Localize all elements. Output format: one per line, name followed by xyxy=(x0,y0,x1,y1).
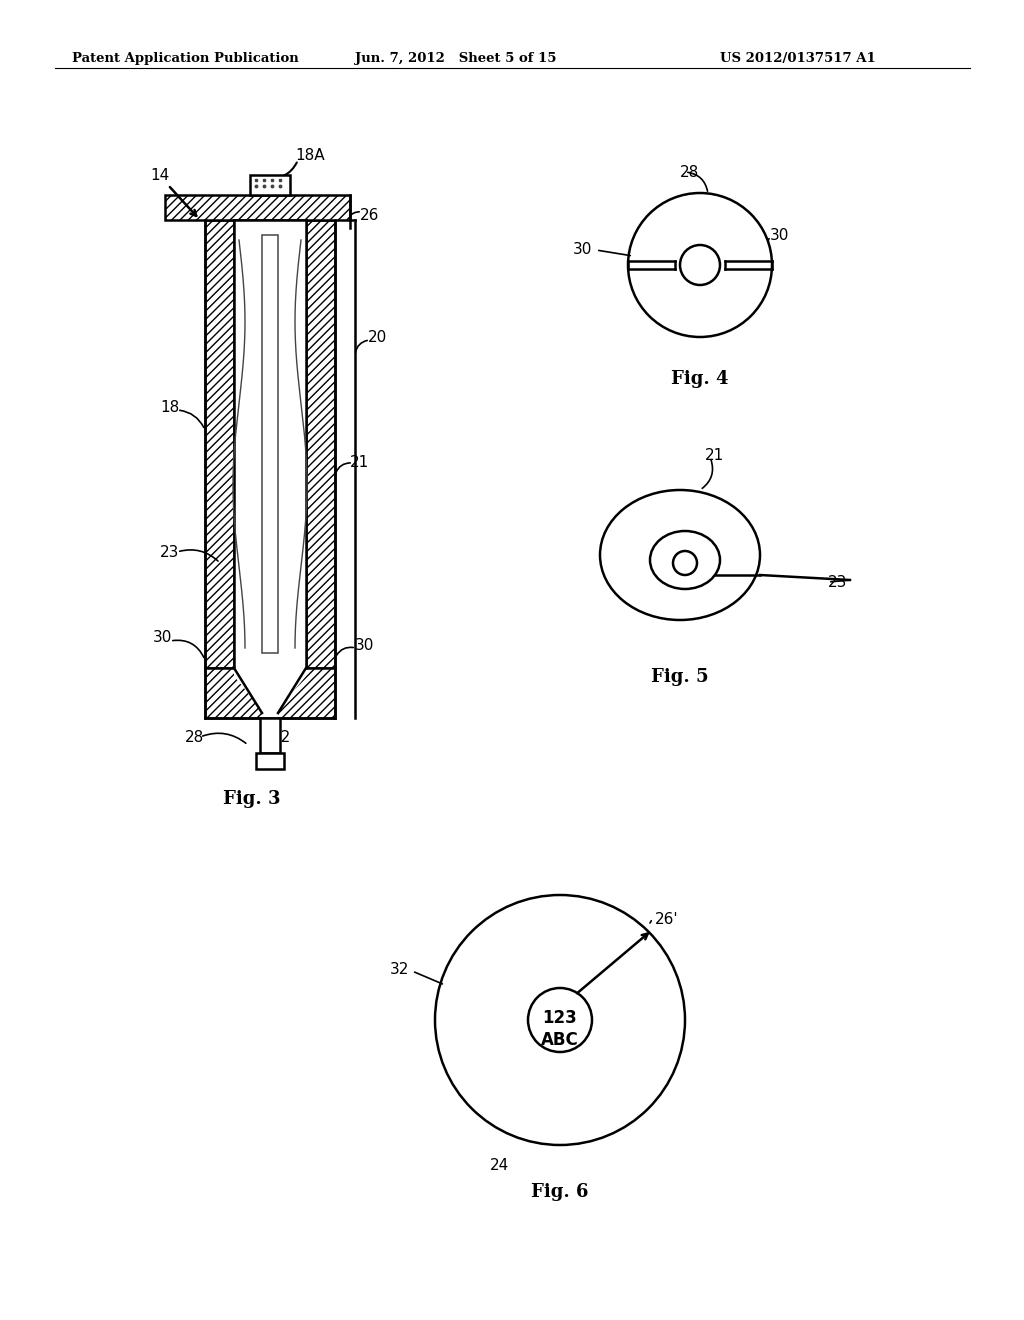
Text: 23: 23 xyxy=(160,545,179,560)
Text: 123: 123 xyxy=(543,1008,578,1027)
Bar xyxy=(306,220,335,668)
Text: 28: 28 xyxy=(185,730,204,744)
Text: 30: 30 xyxy=(153,630,172,645)
Text: 18: 18 xyxy=(160,400,179,414)
Text: ABC: ABC xyxy=(541,1031,579,1049)
Text: US 2012/0137517 A1: US 2012/0137517 A1 xyxy=(720,51,876,65)
Text: 24: 24 xyxy=(490,1158,509,1173)
Text: Patent Application Publication: Patent Application Publication xyxy=(72,51,299,65)
Text: Jun. 7, 2012   Sheet 5 of 15: Jun. 7, 2012 Sheet 5 of 15 xyxy=(355,51,556,65)
Text: Fig. 4: Fig. 4 xyxy=(672,370,729,388)
Text: 20: 20 xyxy=(368,330,387,345)
Text: 26': 26' xyxy=(655,912,679,927)
Text: 21: 21 xyxy=(350,455,370,470)
Bar xyxy=(165,195,350,220)
Text: 21: 21 xyxy=(705,447,724,463)
Text: 22: 22 xyxy=(272,730,291,744)
Text: 18A: 18A xyxy=(295,148,325,162)
Text: Fig. 3: Fig. 3 xyxy=(223,789,281,808)
Text: 30: 30 xyxy=(573,242,592,257)
Bar xyxy=(234,220,306,668)
Text: 30: 30 xyxy=(355,638,375,653)
Bar xyxy=(250,176,290,195)
Text: Fig. 6: Fig. 6 xyxy=(531,1183,589,1201)
Polygon shape xyxy=(234,668,306,718)
Bar xyxy=(205,220,234,668)
Text: Fig. 5: Fig. 5 xyxy=(651,668,709,686)
Text: 26: 26 xyxy=(360,209,379,223)
Text: 30: 30 xyxy=(770,228,790,243)
Text: 14: 14 xyxy=(150,168,169,183)
Text: 23: 23 xyxy=(828,576,848,590)
Text: 32: 32 xyxy=(390,962,410,977)
Bar xyxy=(262,235,278,653)
Bar xyxy=(256,752,284,770)
Bar xyxy=(260,718,280,752)
Text: 28: 28 xyxy=(680,165,699,180)
Bar xyxy=(205,668,335,718)
